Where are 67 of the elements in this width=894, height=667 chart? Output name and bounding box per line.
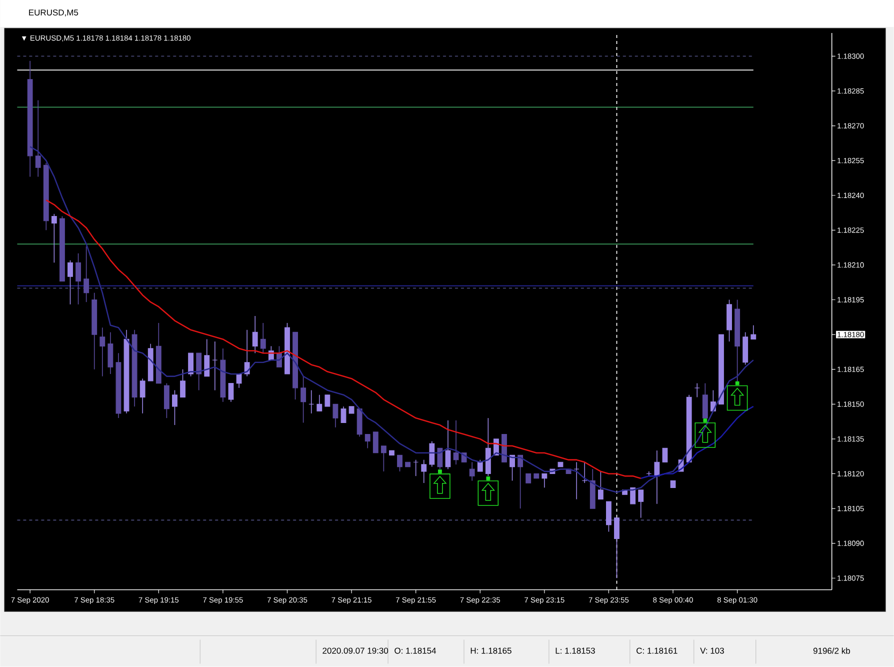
candlestick bbox=[654, 450, 660, 504]
candlestick bbox=[260, 322, 266, 354]
candlestick bbox=[108, 332, 114, 375]
candlestick bbox=[630, 487, 636, 504]
candlestick bbox=[35, 100, 41, 178]
candlestick bbox=[188, 352, 194, 377]
candlestick bbox=[228, 383, 234, 402]
candlestick bbox=[614, 518, 620, 579]
candlestick bbox=[68, 260, 73, 305]
candlestick bbox=[364, 434, 370, 449]
candlestick bbox=[140, 378, 146, 414]
point bbox=[735, 381, 740, 386]
candlestick bbox=[526, 474, 532, 484]
candlestick bbox=[84, 246, 90, 303]
candlestick bbox=[212, 341, 218, 391]
candlestick bbox=[445, 420, 451, 470]
point bbox=[438, 470, 442, 474]
text: 9196/2 kb bbox=[813, 648, 850, 654]
candlestick bbox=[702, 383, 708, 419]
candlestick bbox=[606, 501, 612, 532]
candlestick bbox=[196, 352, 202, 391]
text: V: 103 bbox=[700, 648, 724, 654]
text: 2020.09.07 19:30 bbox=[322, 648, 388, 654]
text: L: 1.18153 bbox=[556, 648, 595, 654]
candlestick bbox=[300, 376, 306, 424]
candlestick bbox=[598, 471, 604, 500]
candlestick bbox=[51, 214, 57, 264]
line-series bbox=[640, 406, 754, 480]
candlestick bbox=[204, 338, 210, 377]
text: EURUSD,M5 bbox=[29, 10, 78, 17]
point bbox=[486, 476, 490, 480]
candlestick bbox=[638, 490, 644, 518]
candlestick bbox=[380, 446, 386, 472]
candlestick bbox=[236, 374, 242, 388]
candlestick bbox=[413, 460, 419, 477]
candlestick bbox=[429, 441, 435, 468]
candlestick bbox=[340, 406, 346, 424]
candlestick bbox=[421, 460, 427, 484]
candlestick bbox=[437, 448, 443, 470]
candlestick bbox=[453, 420, 459, 466]
candlestick bbox=[542, 473, 548, 488]
candlestick bbox=[164, 383, 170, 419]
candlestick bbox=[750, 325, 756, 340]
candlestick bbox=[316, 394, 322, 412]
text: O: 1.18154 bbox=[394, 648, 436, 654]
candlestick bbox=[518, 454, 524, 510]
text: H: 1.18165 bbox=[470, 648, 512, 654]
candlestick bbox=[574, 462, 580, 500]
point bbox=[703, 418, 708, 422]
candlestick bbox=[469, 462, 475, 482]
candlestick bbox=[372, 432, 378, 454]
candlestick bbox=[694, 383, 700, 398]
candlestick bbox=[308, 390, 314, 414]
candlestick bbox=[76, 253, 81, 305]
candlestick bbox=[662, 448, 668, 463]
candlestick bbox=[324, 394, 330, 408]
candlestick bbox=[582, 462, 588, 484]
candlestick bbox=[510, 454, 515, 482]
text: C: 1.18161 bbox=[636, 648, 678, 654]
candlestick bbox=[646, 471, 652, 477]
candlestick bbox=[332, 404, 338, 428]
candlestick bbox=[100, 327, 106, 377]
candlestick bbox=[180, 369, 186, 398]
candlestick bbox=[397, 454, 402, 472]
candlestick bbox=[172, 390, 178, 426]
candlestick bbox=[252, 316, 258, 354]
candlestick bbox=[244, 330, 250, 377]
